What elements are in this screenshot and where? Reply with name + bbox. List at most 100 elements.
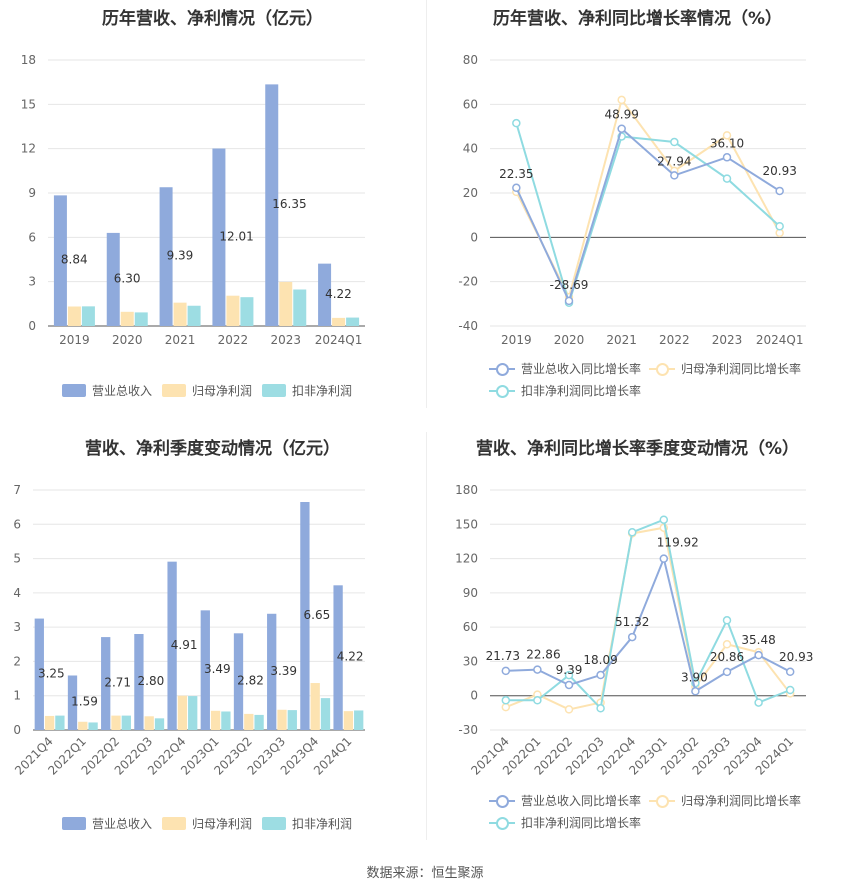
bar <box>88 722 98 730</box>
quarterly-revenue-profit-chart: 营收、净利季度变动情况（亿元） 0 1 2 3 4 5 6 7 2021Q4 3.25 2022Q1… <box>0 428 425 843</box>
y-tick-label: 15 <box>21 97 36 111</box>
legend-item-deducted-profit[interactable]: 扣非净利润 <box>262 382 352 399</box>
legend-label: 扣非净利润 <box>292 817 353 831</box>
data-label: 22.86 <box>526 648 560 662</box>
data-label: 21.73 <box>486 649 520 663</box>
legend-swatch-parent-profit <box>162 817 186 830</box>
bar <box>134 634 144 730</box>
y-tick-label: 80 <box>463 53 478 67</box>
bar <box>279 281 293 326</box>
y-tick-label: 5 <box>13 552 21 566</box>
legend-swatch-parent-profit <box>162 384 186 397</box>
bar <box>53 195 67 326</box>
data-point <box>785 685 795 695</box>
x-tick-label: 2019 <box>501 333 532 347</box>
bar <box>267 613 277 730</box>
legend-label: 归母净利润 <box>192 817 253 831</box>
legend-item-deducted-growth[interactable]: 扣非净利润同比增长率 <box>489 382 641 399</box>
legend-item-parent-profit[interactable]: 归母净利润 <box>162 382 252 399</box>
data-point <box>722 153 732 162</box>
legend-item-revenue[interactable]: 营业总收入 <box>62 815 152 832</box>
data-point <box>512 183 521 193</box>
annual-growth-rate-chart: 历年营收、净利同比增长率情况（%） -40 -20 0 20 40 60 80 2019 202… <box>425 0 850 410</box>
legend-label: 扣非净利润 <box>292 384 353 398</box>
x-tick-label: 2019 <box>59 333 90 347</box>
bar <box>343 711 354 730</box>
data-point <box>722 640 732 649</box>
bar <box>67 306 81 326</box>
data-label: 3.90 <box>681 670 708 684</box>
x-tick-label: 2020 <box>554 333 585 347</box>
y-tick-label: 150 <box>455 517 478 531</box>
series-line <box>505 526 791 711</box>
y-tick-label: 18 <box>21 53 36 67</box>
legend-item-deducted-growth[interactable]: 扣非净利润同比增长率 <box>489 814 641 831</box>
chart-title: 营收、净利同比增长率季度变动情况（%） <box>475 439 800 459</box>
legend-item-revenue-growth[interactable]: 营业总收入同比增长率 <box>489 792 641 809</box>
data-label: 2.71 <box>104 676 131 690</box>
legend: 营业总收入 归母净利润 扣非净利润 <box>0 382 425 400</box>
data-source-note: 数据来源：恒生聚源 <box>366 866 484 881</box>
bar <box>200 610 210 730</box>
data-label: 22.35 <box>499 167 533 181</box>
bar <box>293 289 307 326</box>
data-point <box>775 222 784 231</box>
legend-label: 营业总收入同比增长率 <box>521 794 642 808</box>
data-label: 8.84 <box>61 253 88 267</box>
bar <box>310 683 320 730</box>
bar <box>244 713 254 730</box>
bar <box>187 305 201 326</box>
legend-item-parent-profit[interactable]: 归母净利润 <box>162 815 252 832</box>
bar <box>111 715 121 730</box>
legend-marker-parent-growth <box>649 794 675 808</box>
data-label: 9.39 <box>556 663 583 677</box>
data-point <box>670 137 679 147</box>
legend-item-deducted-profit[interactable]: 扣非净利润 <box>262 815 352 832</box>
data-point <box>627 528 637 537</box>
bar <box>346 317 360 326</box>
legend-label: 营业总收入 <box>92 384 153 398</box>
bar <box>300 502 310 730</box>
legend-item-parent-growth[interactable]: 归母净利润同比增长率 <box>649 360 801 377</box>
y-tick-label: 180 <box>455 483 478 497</box>
legend-swatch-revenue <box>62 817 86 830</box>
data-label: 3.39 <box>270 664 297 678</box>
data-label: 36.10 <box>710 136 744 150</box>
data-label: 119.92 <box>657 536 699 550</box>
bar <box>320 698 331 730</box>
data-point <box>659 554 669 563</box>
bar <box>81 306 95 326</box>
data-point <box>785 667 795 677</box>
quarterly-growth-rate-chart: 营收、净利同比增长率季度变动情况（%） -30 0 30 60 90 120 150 180 2… <box>425 428 850 843</box>
data-point <box>564 670 574 680</box>
y-tick-label: 120 <box>455 552 478 566</box>
legend: 营业总收入同比增长率 归母净利润同比增长率 扣非净利润同比增长率 <box>425 792 850 832</box>
legend-label: 归母净利润同比增长率 <box>681 362 802 376</box>
data-point <box>754 650 763 660</box>
series-line <box>515 122 781 307</box>
y-tick-label: 2 <box>13 654 21 668</box>
legend-item-revenue[interactable]: 营业总收入 <box>62 382 152 399</box>
data-point <box>564 705 574 714</box>
annual-revenue-profit-chart: 历年营收、净利情况（亿元） 0 3 6 9 12 15 18 2019 8.84 2020 6.30… <box>0 0 425 410</box>
bar <box>159 187 173 326</box>
data-point <box>627 632 637 642</box>
bar <box>106 232 120 326</box>
bar <box>188 696 198 730</box>
bar <box>134 312 148 326</box>
legend-item-parent-growth[interactable]: 归母净利润同比增长率 <box>649 792 801 809</box>
data-point <box>533 696 542 705</box>
x-tick-label: 2020 <box>112 333 143 347</box>
y-tick-label: 3 <box>28 275 36 289</box>
data-label: 6.65 <box>304 608 331 622</box>
bar <box>101 637 111 730</box>
legend-item-revenue-growth[interactable]: 营业总收入同比增长率 <box>489 360 641 377</box>
data-label: 4.91 <box>171 638 198 652</box>
legend-marker-revenue-growth <box>489 794 515 808</box>
y-tick-label: 4 <box>13 586 21 600</box>
y-tick-label: 6 <box>28 230 36 244</box>
data-label: 35.48 <box>741 633 775 647</box>
bar <box>240 297 254 326</box>
annual-bar-plot: 0 3 6 9 12 15 18 2019 8.84 2020 6.30 2021 9.39 2022 12… <box>21 53 365 347</box>
data-point <box>775 186 784 196</box>
